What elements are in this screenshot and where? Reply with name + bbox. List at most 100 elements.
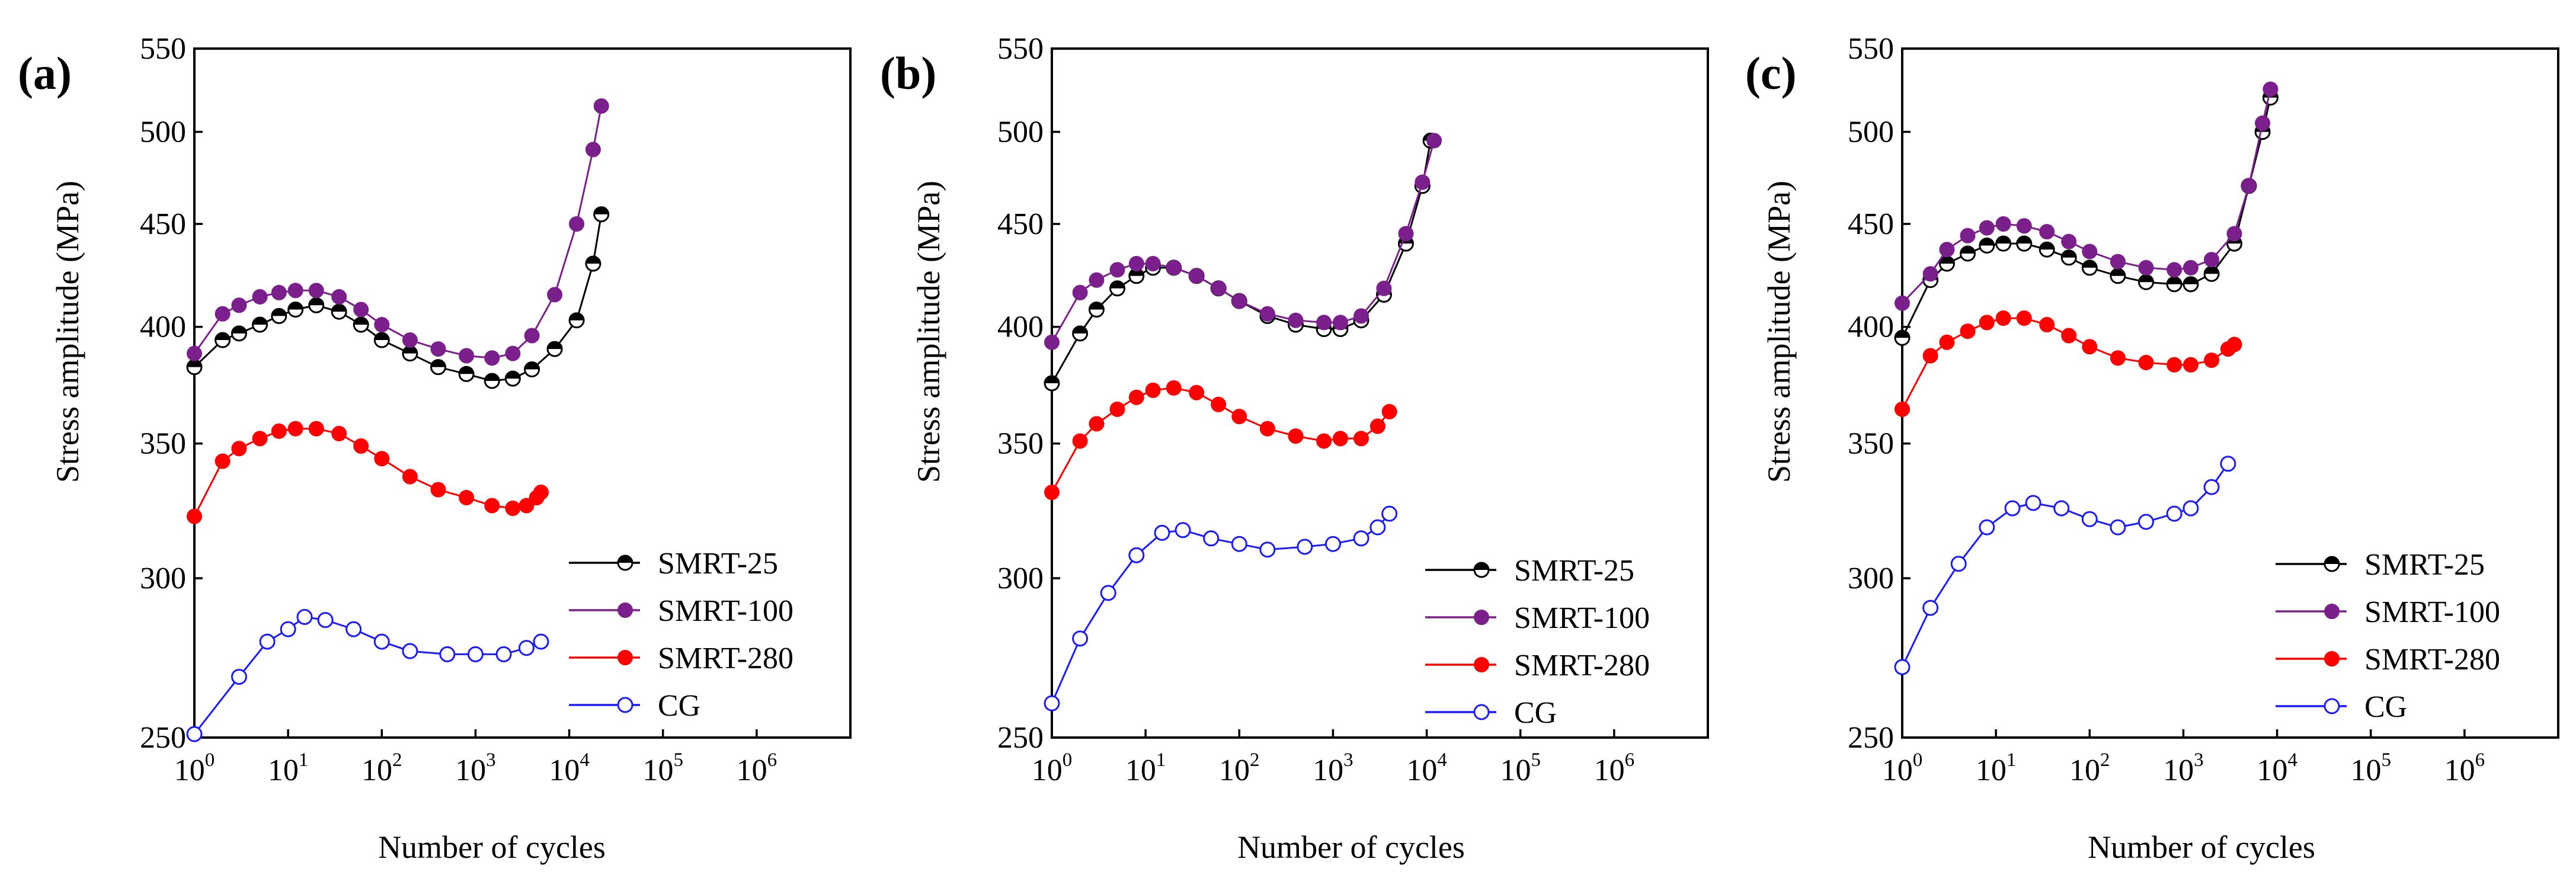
legend-marker	[2324, 556, 2340, 572]
data-point-smrt-100-17	[1415, 174, 1431, 190]
data-point-cg-3	[280, 621, 296, 637]
data-point-smrt-25-0	[1894, 329, 1911, 346]
data-point-cg-11	[1353, 530, 1369, 547]
y-tick-label: 250	[997, 721, 1044, 755]
data-point-smrt-100-2	[1939, 242, 1955, 258]
legend-item-smrt-25: SMRT-25	[2276, 548, 2485, 582]
series-line-smrt-100	[1051, 140, 1435, 343]
y-tick-label: 500	[997, 116, 1044, 149]
data-point-smrt-100-6	[1166, 259, 1182, 275]
series-line-smrt-25	[1051, 140, 1432, 384]
data-point-smrt-280-6	[308, 421, 324, 437]
legend-item-smrt-25: SMRT-25	[569, 547, 778, 581]
data-point-smrt-100-14	[1353, 308, 1369, 324]
legend-label: CG	[2364, 690, 2407, 724]
data-point-smrt-280-7	[2039, 317, 2055, 333]
data-point-smrt-25-5	[1995, 235, 2012, 252]
x-tick-label: 100	[1032, 749, 1073, 787]
data-point-smrt-100-4	[271, 284, 287, 300]
data-point-smrt-100-11	[2138, 259, 2154, 275]
data-point-smrt-25-19	[593, 206, 610, 223]
data-point-smrt-100-17	[569, 216, 585, 232]
legend: SMRT-25 SMRT-100 SMRT-280 CG	[2276, 548, 2500, 724]
series-smrt-25	[1894, 89, 2279, 346]
data-point-smrt-280-16	[1381, 403, 1397, 419]
data-point-cg-2	[1950, 556, 1967, 572]
legend-marker	[617, 555, 633, 571]
data-point-smrt-100-4	[1128, 256, 1144, 272]
legend-marker	[1473, 562, 1490, 578]
panel-c: (c) Stress amplitude (MPa) Number of cyc…	[1745, 32, 2559, 865]
data-point-smrt-280-5	[1145, 382, 1161, 398]
x-tick-label: 102	[2069, 749, 2110, 787]
legend-item-smrt-280: SMRT-280	[569, 642, 793, 675]
legend-label: SMRT-25	[1514, 554, 1634, 588]
data-point-smrt-25-4	[271, 307, 287, 324]
data-point-smrt-25-9	[2081, 259, 2098, 276]
data-point-smrt-25-17	[568, 312, 585, 329]
legend-marker	[2324, 604, 2340, 619]
panel-label: (a)	[18, 47, 72, 99]
data-point-smrt-280-0	[187, 508, 202, 524]
data-point-smrt-25-2	[231, 325, 247, 342]
data-point-cg-2	[259, 633, 276, 650]
legend-label: SMRT-100	[2364, 595, 2500, 629]
y-tick-label: 450	[140, 207, 186, 241]
data-point-smrt-25-6-fill	[309, 298, 324, 306]
data-point-smrt-25-11	[430, 359, 446, 376]
data-point-smrt-25-11	[2137, 274, 2154, 290]
legend-item-cg: CG	[1425, 696, 1557, 730]
data-point-cg-10	[1324, 536, 1341, 552]
data-point-smrt-25-7-fill	[2040, 242, 2055, 250]
data-point-smrt-280-15	[519, 498, 535, 514]
data-point-smrt-280-13	[2183, 357, 2199, 373]
data-point-smrt-280-2	[231, 441, 247, 457]
data-point-smrt-100-1	[215, 306, 231, 322]
data-point-smrt-25-2-fill	[1940, 257, 1954, 264]
legend-item-smrt-100: SMRT-100	[1425, 601, 1650, 635]
series-smrt-25	[1044, 132, 1439, 392]
plot-frame	[1051, 47, 1709, 739]
data-point-cg-5	[1175, 522, 1191, 539]
y-tick-label: 450	[997, 207, 1044, 241]
data-point-smrt-25-14	[2203, 265, 2220, 282]
data-point-smrt-280-7	[1189, 384, 1205, 400]
legend-label: SMRT-280	[2364, 643, 2500, 677]
data-point-smrt-100-10	[2110, 254, 2126, 270]
data-point-smrt-100-14	[2204, 252, 2220, 268]
data-point-cg-8	[1259, 541, 1276, 558]
y-tick-label: 350	[140, 427, 186, 461]
y-axis-title: Stress amplitude (MPa)	[1761, 181, 1797, 483]
x-tick-label: 106	[2444, 749, 2485, 787]
data-point-smrt-25-17-fill	[569, 313, 584, 320]
data-point-cg-4	[296, 608, 313, 625]
data-point-smrt-100-18	[2263, 81, 2279, 97]
data-point-cg-1	[231, 668, 247, 685]
y-axis-title: Stress amplitude (MPa)	[911, 181, 946, 483]
series-smrt-100	[187, 98, 609, 366]
data-point-smrt-100-1	[1072, 284, 1088, 300]
data-point-smrt-100-9	[1231, 293, 1247, 309]
data-point-smrt-100-4	[1979, 220, 1995, 236]
series-line-smrt-25	[1901, 97, 2271, 338]
data-point-cg-13	[2220, 456, 2236, 472]
legend-item-smrt-100: SMRT-100	[569, 594, 793, 628]
data-point-smrt-25-1	[1072, 325, 1089, 342]
data-point-smrt-25-3-fill	[252, 318, 267, 325]
series-smrt-280	[1895, 310, 2242, 417]
series-cg	[1044, 505, 1398, 711]
legend-item-cg: CG	[569, 689, 700, 723]
data-point-smrt-100-0	[1044, 334, 1060, 350]
series-smrt-280	[187, 421, 549, 524]
data-point-smrt-100-0	[1895, 295, 1910, 311]
plot-frame-group: 250 300 350 400 450 500 550 100 101 102 103 104 105 1…	[1848, 32, 2559, 787]
legend-item-smrt-280: SMRT-280	[2276, 643, 2500, 677]
legend-marker	[2324, 698, 2340, 714]
data-point-cg-13	[533, 633, 549, 650]
legend-marker-fill	[1474, 563, 1489, 570]
data-point-smrt-280-8	[353, 438, 369, 454]
data-point-smrt-280-1	[1072, 433, 1088, 449]
data-point-smrt-280-11	[2138, 354, 2154, 370]
y-tick-label: 550	[1848, 32, 1894, 66]
